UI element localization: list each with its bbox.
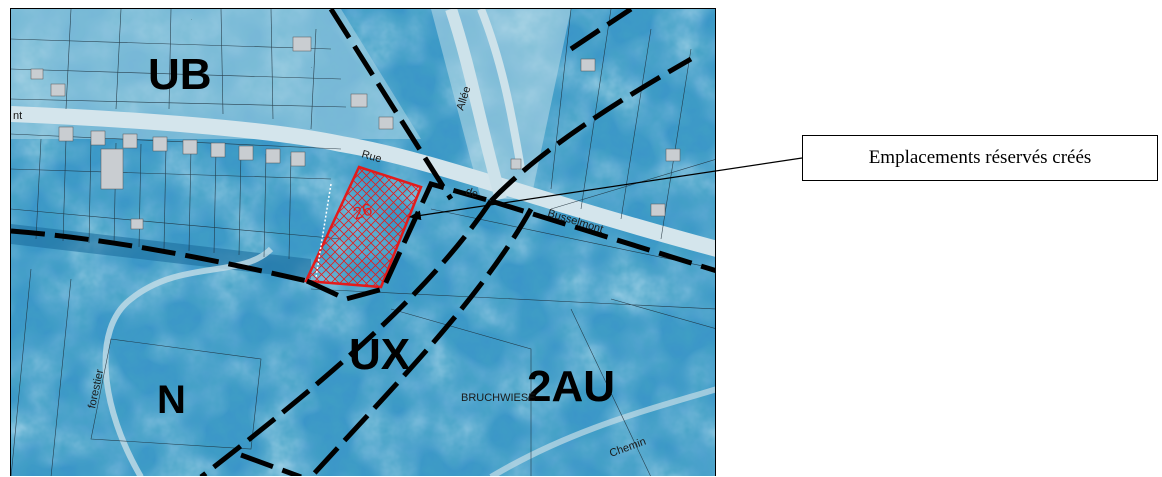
zone-label-2au: 2AU [527, 362, 615, 411]
svg-text:·: · [191, 17, 192, 22]
callout-label: Emplacements réservés créés [868, 147, 1092, 168]
reserved-area-inner-hatch [315, 183, 332, 278]
callout-box: Emplacements réservés créés [802, 135, 1158, 181]
parcel-numbers: ·· [191, 17, 312, 70]
map-frame: · · 26 UB UX N 2AU Rue de Busselmont Allé… [10, 8, 716, 476]
zone-label-n: N [157, 378, 186, 422]
zone-label-ub: UB [148, 50, 212, 99]
lieu-dit-label: BRUCHWIESE [461, 392, 536, 404]
street-label-edge: nt [13, 110, 22, 122]
chemin-south [489, 386, 715, 476]
zone-label-ux: UX [349, 330, 410, 379]
street-label-rue: Rue [360, 148, 383, 165]
reserved-area-26[interactable] [304, 165, 423, 289]
zone-boundaries [11, 9, 715, 476]
svg-text:·: · [311, 65, 312, 70]
zoning-map: ·· 26 UB UX N 2AU Rue de Busselmont Allé… [11, 9, 715, 476]
allee-road-2 [477, 9, 525, 170]
reserved-area-number: 26 [351, 200, 375, 224]
